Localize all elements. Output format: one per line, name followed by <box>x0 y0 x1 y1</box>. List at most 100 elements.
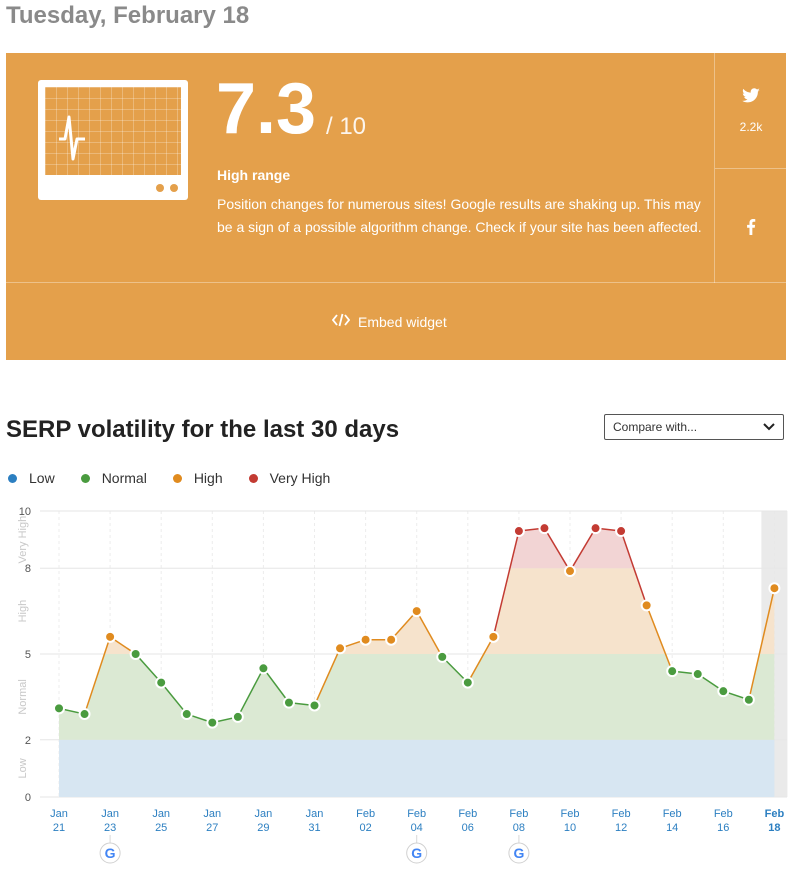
band-label: Low <box>17 758 29 778</box>
x-tick-day: 06 <box>462 822 474 834</box>
legend-dot <box>8 473 17 483</box>
data-point <box>104 630 117 643</box>
social-share: 2.2k <box>714 53 787 283</box>
score-value: 7.3 <box>216 69 317 149</box>
x-tick-month: Feb <box>765 808 785 820</box>
data-point <box>436 650 449 663</box>
data-point <box>691 668 704 681</box>
band-label: Very High <box>17 516 29 564</box>
data-point <box>78 708 91 721</box>
data-point <box>257 662 270 675</box>
series-line-segment <box>620 530 648 606</box>
google-logo-glyph: G <box>105 845 116 861</box>
data-point <box>666 665 679 678</box>
series-line-segment <box>160 682 188 715</box>
data-point <box>155 676 168 689</box>
band-normal <box>59 654 775 740</box>
volatility-score-card: 7.3 / 10 High range Position changes for… <box>6 53 787 360</box>
series-line-segment <box>748 588 776 700</box>
series-line-segment <box>467 636 495 683</box>
series-line-segment <box>390 610 418 641</box>
y-tick-label: 10 <box>19 506 31 518</box>
data-point <box>334 642 347 655</box>
x-tick-day: 29 <box>257 822 269 834</box>
band-label: High <box>17 600 29 623</box>
series-line-segment <box>313 647 341 706</box>
x-tick-month: Feb <box>458 808 477 820</box>
data-point <box>564 565 576 578</box>
google-logo-glyph: G <box>411 845 422 861</box>
legend-dot <box>80 473 90 483</box>
twitter-share-count: 2.2k <box>739 120 763 134</box>
x-tick-day: 18 <box>768 822 780 834</box>
x-tick-month: Feb <box>561 808 580 820</box>
data-point <box>589 522 602 535</box>
heartbeat-icon <box>59 115 85 161</box>
code-icon <box>331 313 351 330</box>
band-label: Normal <box>17 679 29 714</box>
x-tick-day: 21 <box>53 822 65 834</box>
twitter-share-button[interactable]: 2.2k <box>715 53 787 169</box>
section-title: SERP volatility for the last 30 days <box>6 416 400 443</box>
series-line-segment <box>492 530 520 638</box>
legend-dot <box>172 473 182 483</box>
data-point <box>129 648 142 660</box>
x-tick-day: 12 <box>615 822 627 834</box>
chevron-down-icon <box>763 420 775 434</box>
data-point <box>410 605 423 618</box>
data-point <box>359 633 372 646</box>
data-point <box>615 525 628 538</box>
x-tick-month: Jan <box>306 808 324 820</box>
band-low <box>59 739 775 797</box>
legend-item-high[interactable]: High <box>172 470 223 486</box>
monitor-dot <box>156 184 164 192</box>
facebook-icon <box>747 219 756 235</box>
x-tick-month: Jan <box>152 808 170 820</box>
data-point <box>512 525 525 538</box>
x-tick-day: 25 <box>155 822 167 834</box>
chart-legend: Low Normal High Very High <box>8 470 356 486</box>
series-line-segment <box>543 527 571 572</box>
series-line-segment <box>237 667 265 718</box>
x-tick-month: Feb <box>612 808 631 820</box>
y-tick-label: 2 <box>25 735 31 747</box>
compare-with-select[interactable]: Compare with... <box>604 414 784 440</box>
legend-item-very-high[interactable]: Very High <box>248 470 330 486</box>
legend-label: Normal <box>101 470 147 486</box>
embed-widget-button[interactable]: Embed widget <box>331 313 447 330</box>
data-point <box>53 702 65 715</box>
legend-label: High <box>193 470 223 486</box>
data-point <box>461 676 474 689</box>
x-tick-month: Feb <box>509 808 528 820</box>
data-point <box>206 716 219 729</box>
x-tick-day: 08 <box>513 822 525 834</box>
facebook-share-button[interactable] <box>715 169 787 283</box>
data-point <box>180 708 193 721</box>
x-tick-month: Jan <box>255 808 273 820</box>
range-label: High range <box>217 167 291 183</box>
x-tick-day: 31 <box>308 822 320 834</box>
series-line-segment <box>135 653 162 684</box>
y-tick-label: 8 <box>25 563 31 575</box>
monitor-icon <box>38 80 188 200</box>
data-point <box>282 696 295 709</box>
google-update-icon <box>99 842 121 864</box>
card-divider <box>6 282 786 283</box>
data-point <box>487 630 500 643</box>
data-point <box>768 582 781 595</box>
embed-widget-label: Embed widget <box>358 313 447 330</box>
x-tick-day: 04 <box>411 822 423 834</box>
legend-item-normal[interactable]: Normal <box>80 470 147 486</box>
legend-item-low[interactable]: Low <box>8 470 55 486</box>
x-tick-month: Feb <box>663 808 682 820</box>
x-tick-day: 10 <box>564 822 576 834</box>
google-logo-glyph: G <box>513 845 524 861</box>
x-tick-day: 16 <box>717 822 729 834</box>
twitter-icon <box>742 88 760 103</box>
x-tick-day: 23 <box>104 822 116 834</box>
y-tick-label: 5 <box>25 649 31 661</box>
y-tick-label: 0 <box>25 792 31 804</box>
x-tick-day: 27 <box>206 822 218 834</box>
legend-label: Low <box>29 470 55 486</box>
